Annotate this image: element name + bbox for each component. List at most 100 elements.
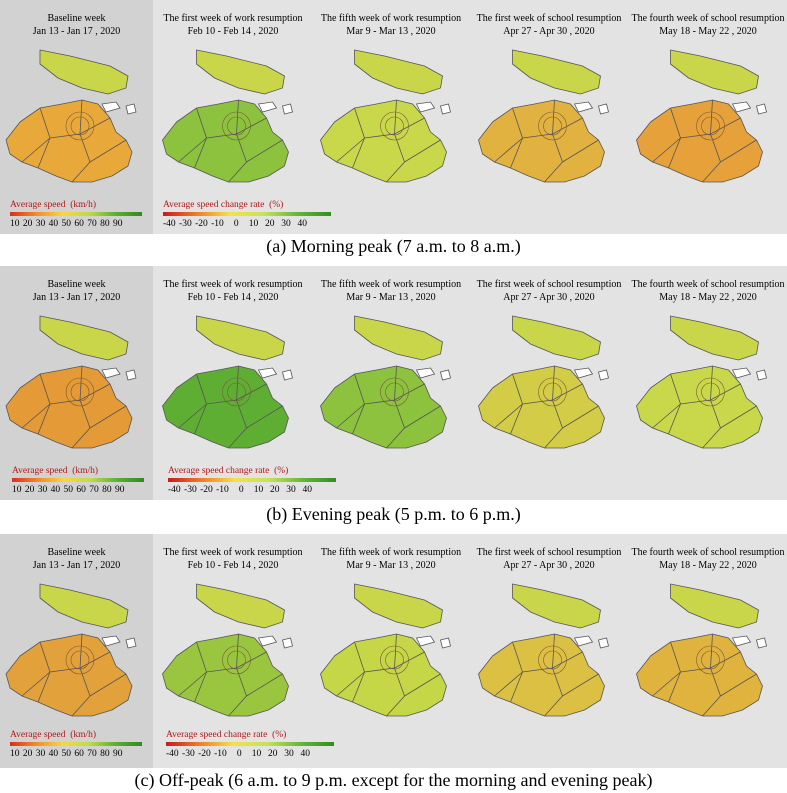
- island-fill: [512, 50, 601, 94]
- panel-dates: Jan 13 - Jan 17 , 2020: [32, 26, 121, 37]
- map-fill-layer: [636, 584, 763, 716]
- panel-dates: Apr 27 - Apr 30 , 2020: [503, 26, 595, 37]
- panel-dates: May 18 - May 22 , 2020: [659, 560, 757, 571]
- panel-title: The fourth week of school resumption: [631, 279, 785, 290]
- legend-color-bar: [10, 742, 142, 746]
- map-fill-layer: [6, 584, 132, 716]
- mainland-fill: [320, 634, 447, 716]
- map-work-week-5-morning: [320, 49, 451, 183]
- legend-average-speed: Average speed (km/h) 10 20 30 40 50 60 7…: [10, 200, 142, 229]
- panel-dates: Jan 13 - Jan 17 , 2020: [32, 560, 121, 571]
- panel-title: Baseline week: [47, 13, 106, 24]
- mainland-fill: [478, 100, 605, 182]
- legend-color-bar: [12, 478, 144, 482]
- map-school-week-1-evening: [478, 315, 609, 449]
- island-fill: [196, 584, 285, 628]
- panel-dates: May 18 - May 22 , 2020: [659, 292, 757, 303]
- legend-title: Average speed change rate (%): [168, 466, 289, 476]
- legend-average-speed: Average speed (km/h) 10 20 30 40 50 60 7…: [12, 466, 144, 495]
- map-fill-layer: [478, 316, 605, 448]
- legend-color-bar: [163, 212, 331, 216]
- island-fill: [40, 584, 128, 628]
- map-work-week-1-morning: [162, 49, 293, 183]
- legend-ticks: -40 -30 -20 -10 0 10 20 30 40: [163, 219, 308, 229]
- mainland-fill: [162, 366, 289, 448]
- panel-baseline: Baseline week Jan 13 - Jan 17 , 2020: [0, 0, 153, 234]
- map-school-week-1-offpeak: [478, 583, 609, 717]
- map-fill-layer: [636, 50, 763, 182]
- figure-row-c: Baseline week Jan 13 - Jan 17 , 2020 The …: [0, 534, 787, 768]
- mainland-fill: [636, 634, 763, 716]
- mainland-fill: [636, 100, 763, 182]
- mainland-fill: [478, 366, 605, 448]
- legend-color-bar: [168, 478, 336, 482]
- panel-school-week-1: The first week of school resumption Apr 2…: [471, 0, 627, 234]
- legend-color-bar: [166, 742, 334, 746]
- map-baseline-morning: [5, 49, 137, 183]
- map-fill-layer: [636, 316, 763, 448]
- panel-dates: Mar 9 - Mar 13 , 2020: [346, 292, 436, 303]
- mainland-fill: [6, 634, 132, 716]
- island-fill: [354, 584, 443, 628]
- legend-title: Average speed change rate (%): [163, 200, 284, 210]
- panel-dates: Apr 27 - Apr 30 , 2020: [503, 292, 595, 303]
- legend-ticks: 10 20 30 40 50 60 70 80 90: [12, 485, 125, 495]
- panel-work-week-5: The fifth week of work resumption Mar 9 -…: [313, 534, 469, 768]
- island-fill: [40, 316, 128, 360]
- panel-work-week-1: The first week of work resumption Feb 10 …: [155, 534, 311, 768]
- legend-speed-change-rate: Average speed change rate (%) -40 -30 -2…: [168, 466, 336, 495]
- legend-title: Average speed (km/h): [10, 200, 97, 210]
- caption-morning-peak: (a) Morning peak (7 a.m. to 8 a.m.): [266, 236, 521, 256]
- map-work-week-5-evening: [320, 315, 451, 449]
- map-fill-layer: [162, 316, 289, 448]
- map-fill-layer: [162, 584, 289, 716]
- panel-dates: Mar 9 - Mar 13 , 2020: [346, 560, 436, 571]
- map-work-week-1-evening: [162, 315, 293, 449]
- island-fill: [196, 316, 285, 360]
- panel-title: The first week of work resumption: [163, 547, 303, 558]
- legend-color-bar: [10, 212, 142, 216]
- legend-ticks: -40 -30 -20 -10 0 10 20 30 40: [166, 749, 311, 759]
- legend-ticks: 10 20 30 40 50 60 70 80 90: [10, 219, 123, 229]
- map-school-week-4-morning: [636, 49, 767, 183]
- panel-work-week-1: The first week of work resumption Feb 10 …: [155, 0, 311, 234]
- panel-title: The first week of school resumption: [476, 279, 622, 290]
- caption-evening-peak: (b) Evening peak (5 p.m. to 6 p.m.): [266, 504, 521, 524]
- legend-ticks: -40 -30 -20 -10 0 10 20 30 40: [168, 485, 313, 495]
- island-fill: [354, 50, 443, 94]
- mainland-fill: [162, 100, 289, 182]
- island-fill: [354, 316, 443, 360]
- panel-title: The first week of work resumption: [163, 279, 303, 290]
- panel-dates: Feb 10 - Feb 14 , 2020: [187, 560, 279, 571]
- panel-dates: Mar 9 - Mar 13 , 2020: [346, 26, 436, 37]
- mainland-fill: [478, 634, 605, 716]
- island-fill: [512, 584, 601, 628]
- island-fill: [512, 316, 601, 360]
- panel-title: Baseline week: [47, 547, 106, 558]
- map-baseline-offpeak: [5, 583, 137, 717]
- island-fill: [670, 584, 759, 628]
- panel-school-week-1: The first week of school resumption Apr 2…: [471, 266, 627, 500]
- panel-work-week-1: The first week of work resumption Feb 10 …: [155, 266, 311, 500]
- island-fill: [196, 50, 285, 94]
- map-school-week-4-evening: [636, 315, 767, 449]
- panel-title: The fourth week of school resumption: [631, 547, 785, 558]
- map-fill-layer: [320, 50, 447, 182]
- panel-title: The fifth week of work resumption: [320, 547, 462, 558]
- panel-baseline: Baseline week Jan 13 - Jan 17 , 2020: [0, 534, 153, 768]
- panel-title: The fifth week of work resumption: [320, 279, 462, 290]
- legend-ticks: 10 20 30 40 50 60 70 80 90: [10, 749, 123, 759]
- legend-title: Average speed change rate (%): [166, 730, 287, 740]
- map-baseline-evening: [5, 315, 137, 449]
- panel-title: Baseline week: [47, 279, 106, 290]
- map-school-week-1-morning: [478, 49, 609, 183]
- map-fill-layer: [320, 584, 447, 716]
- legend-title: Average speed (km/h): [12, 466, 99, 476]
- panel-dates: May 18 - May 22 , 2020: [659, 26, 757, 37]
- map-work-week-5-offpeak: [320, 583, 451, 717]
- panel-dates: Feb 10 - Feb 14 , 2020: [187, 292, 279, 303]
- mainland-fill: [162, 634, 289, 716]
- island-fill: [40, 50, 128, 94]
- panel-dates: Jan 13 - Jan 17 , 2020: [32, 292, 121, 303]
- caption-off-peak: (c) Off-peak (6 a.m. to 9 p.m. except fo…: [134, 770, 653, 790]
